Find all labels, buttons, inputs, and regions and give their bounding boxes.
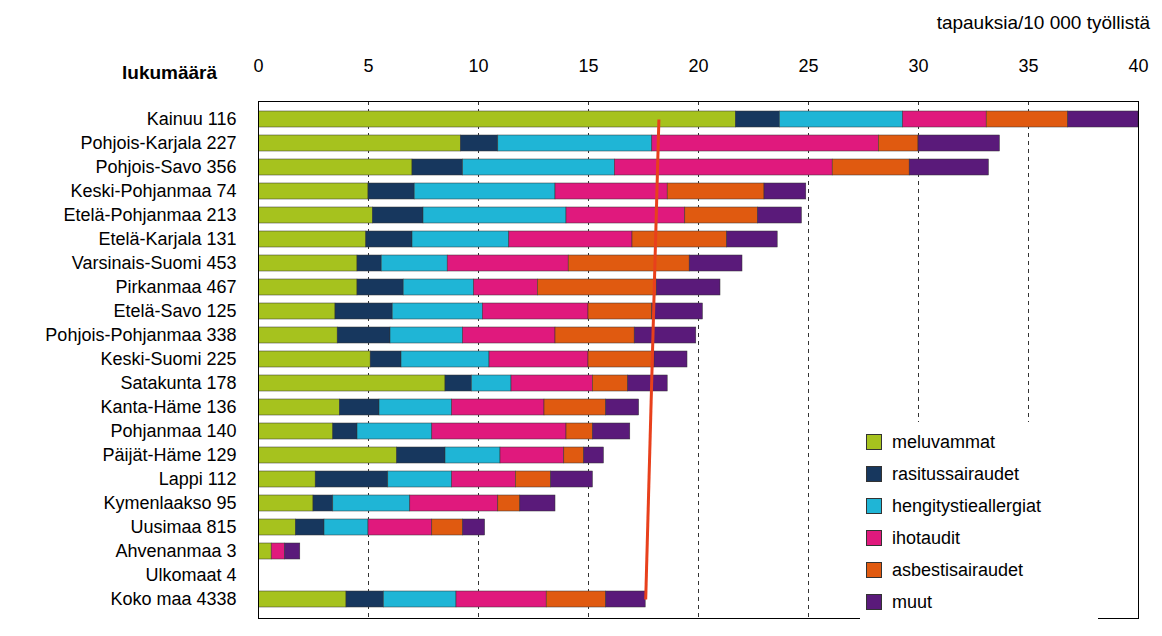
- html-text:hengitystieallergiat: hengitystieallergiat: [892, 495, 1042, 516]
- svg-text:5: 5: [363, 56, 373, 76]
- svg-text:Keski-Pohjanmaa 74: Keski-Pohjanmaa 74: [70, 181, 236, 201]
- svg-text:40: 40: [1128, 56, 1148, 76]
- svg-text:35: 35: [1018, 56, 1038, 76]
- html-text:ihotaudit: ihotaudit: [892, 527, 961, 548]
- svg-text:Varsinais-Suomi 453: Varsinais-Suomi 453: [72, 253, 237, 273]
- html-text:lukumäärä: lukumäärä: [122, 62, 217, 83]
- svg-text:Pirkanmaa 467: Pirkanmaa 467: [115, 277, 236, 297]
- svg-text:Ulkomaat 4: Ulkomaat 4: [145, 565, 236, 585]
- svg-text:Pohjois-Karjala 227: Pohjois-Karjala 227: [80, 133, 236, 153]
- svg-text:Pohjois-Pohjanmaa 338: Pohjois-Pohjanmaa 338: [45, 325, 236, 345]
- svg-text:Kymenlaakso 95: Kymenlaakso 95: [103, 493, 236, 513]
- svg-text:Ahvenanmaa 3: Ahvenanmaa 3: [115, 541, 236, 561]
- svg-text:Uusimaa 815: Uusimaa 815: [130, 517, 236, 537]
- svg-text:Pohjois-Savo 356: Pohjois-Savo 356: [95, 157, 236, 177]
- svg-text:Etelä-Savo 125: Etelä-Savo 125: [113, 301, 236, 321]
- svg-text:Pohjanmaa 140: Pohjanmaa 140: [110, 421, 236, 441]
- svg-text:Päijät-Häme 129: Päijät-Häme 129: [102, 445, 236, 465]
- svg-text:Satakunta 178: Satakunta 178: [120, 373, 236, 393]
- svg-text:Keski-Suomi 225: Keski-Suomi 225: [100, 349, 236, 369]
- svg-text:15: 15: [578, 56, 598, 76]
- html-text:asbestisairaudet: asbestisairaudet: [892, 559, 1024, 580]
- svg-text:30: 30: [908, 56, 928, 76]
- svg-text:Etelä-Karjala 131: Etelä-Karjala 131: [98, 229, 236, 249]
- svg-text:Koko maa 4338: Koko maa 4338: [110, 589, 236, 609]
- svg-text:Kainuu 116: Kainuu 116: [147, 109, 237, 129]
- svg-text:0: 0: [253, 56, 263, 76]
- svg-text:Kanta-Häme 136: Kanta-Häme 136: [100, 397, 236, 417]
- svg-text:Lappi 112: Lappi 112: [159, 469, 237, 489]
- svg-text:10: 10: [468, 56, 488, 76]
- svg-text:20: 20: [688, 56, 708, 76]
- html-text:rasitussairaudet: rasitussairaudet: [892, 463, 1020, 484]
- html-text:tapauksia/10 000 työllistä: tapauksia/10 000 työllistä: [936, 12, 1150, 33]
- html-text:muut: muut: [892, 591, 932, 612]
- svg-text:Etelä-Pohjanmaa 213: Etelä-Pohjanmaa 213: [63, 205, 236, 225]
- svg-text:25: 25: [798, 56, 818, 76]
- html-text:meluvammat: meluvammat: [892, 431, 995, 452]
